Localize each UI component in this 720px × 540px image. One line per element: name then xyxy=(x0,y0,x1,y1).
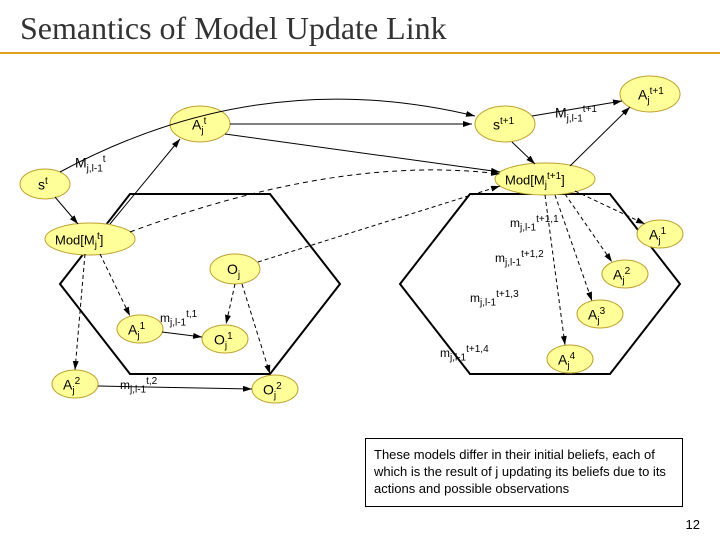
label-mjl1t1-1: mj,l-1t+1,1 xyxy=(510,214,559,233)
label-Aj2-right: Aj2 xyxy=(613,266,630,286)
label-Ajt: Ajt xyxy=(192,116,206,136)
label-Mjl1t1: Mj,l-1t+1 xyxy=(555,104,597,124)
label-ModMjt1: Mod[Mjt+1] xyxy=(505,171,565,191)
label-Oj: Oj xyxy=(227,261,240,281)
edge-Oj-Oj1 xyxy=(226,284,235,324)
page-number: 12 xyxy=(686,517,700,532)
label-mjl1t1-2: mj,l-1t+1,2 xyxy=(495,249,544,268)
edge-ModMjt-ModMjt1 xyxy=(130,170,500,232)
left-hexagon xyxy=(60,194,340,374)
label-Aj4: Aj4 xyxy=(558,351,575,371)
edge-ModMjt-Aj2L xyxy=(75,254,85,370)
label-st1: st+1 xyxy=(493,116,514,133)
edge-ModMjt1-Aj2R xyxy=(565,194,612,262)
edge-st-ModMjt xyxy=(55,197,78,224)
page-title: Semantics of Model Update Link xyxy=(0,0,720,54)
label-Mjl1t: Mj,l-1t xyxy=(75,154,106,174)
label-Aj1-left: Aj1 xyxy=(128,321,145,341)
caption-text: These models differ in their initial bel… xyxy=(374,447,666,496)
label-Aj2-left: Aj2 xyxy=(63,376,80,396)
label-mjl1t2: mj,l-1t,2 xyxy=(120,376,157,395)
label-Aj3: Aj3 xyxy=(588,306,605,326)
label-Oj1: Oj1 xyxy=(214,331,233,351)
edge-ModMjt-Aj1L xyxy=(100,254,130,316)
label-mjl1t1-4: mj,l-1t+1,4 xyxy=(440,344,489,363)
caption-box: These models differ in their initial bel… xyxy=(365,438,683,507)
edge-Ajt-ModMjt1 xyxy=(225,134,500,172)
edge-ModMjt-Ajt xyxy=(110,139,180,224)
edge-Oj-Oj2 xyxy=(242,284,270,374)
diagram: Ajt Ajt+1 st+1 Mj,l-1t+1 Mj,l-1t st Mod[… xyxy=(0,54,720,454)
label-mjl1t1-3: mj,l-1t+1,3 xyxy=(470,289,519,308)
label-Oj2: Oj2 xyxy=(263,381,282,401)
label-Ajt1: Ajt+1 xyxy=(638,86,664,106)
edge-ModMjt1-Aj3 xyxy=(555,195,592,301)
edge-ModMjt1-Aj1R xyxy=(575,191,645,224)
label-st: st xyxy=(38,176,48,193)
label-Aj1-right: Aj1 xyxy=(649,226,666,246)
diagram-svg xyxy=(0,54,720,474)
label-ModMjt: Mod[Mjt] xyxy=(55,231,103,251)
edge-Aj1-Oj1 xyxy=(162,332,202,337)
edge-st1-ModMjt1 xyxy=(512,142,535,164)
label-mjl1t1: mj,l-1t,1 xyxy=(160,309,197,328)
edge-st-st1 xyxy=(60,99,475,172)
